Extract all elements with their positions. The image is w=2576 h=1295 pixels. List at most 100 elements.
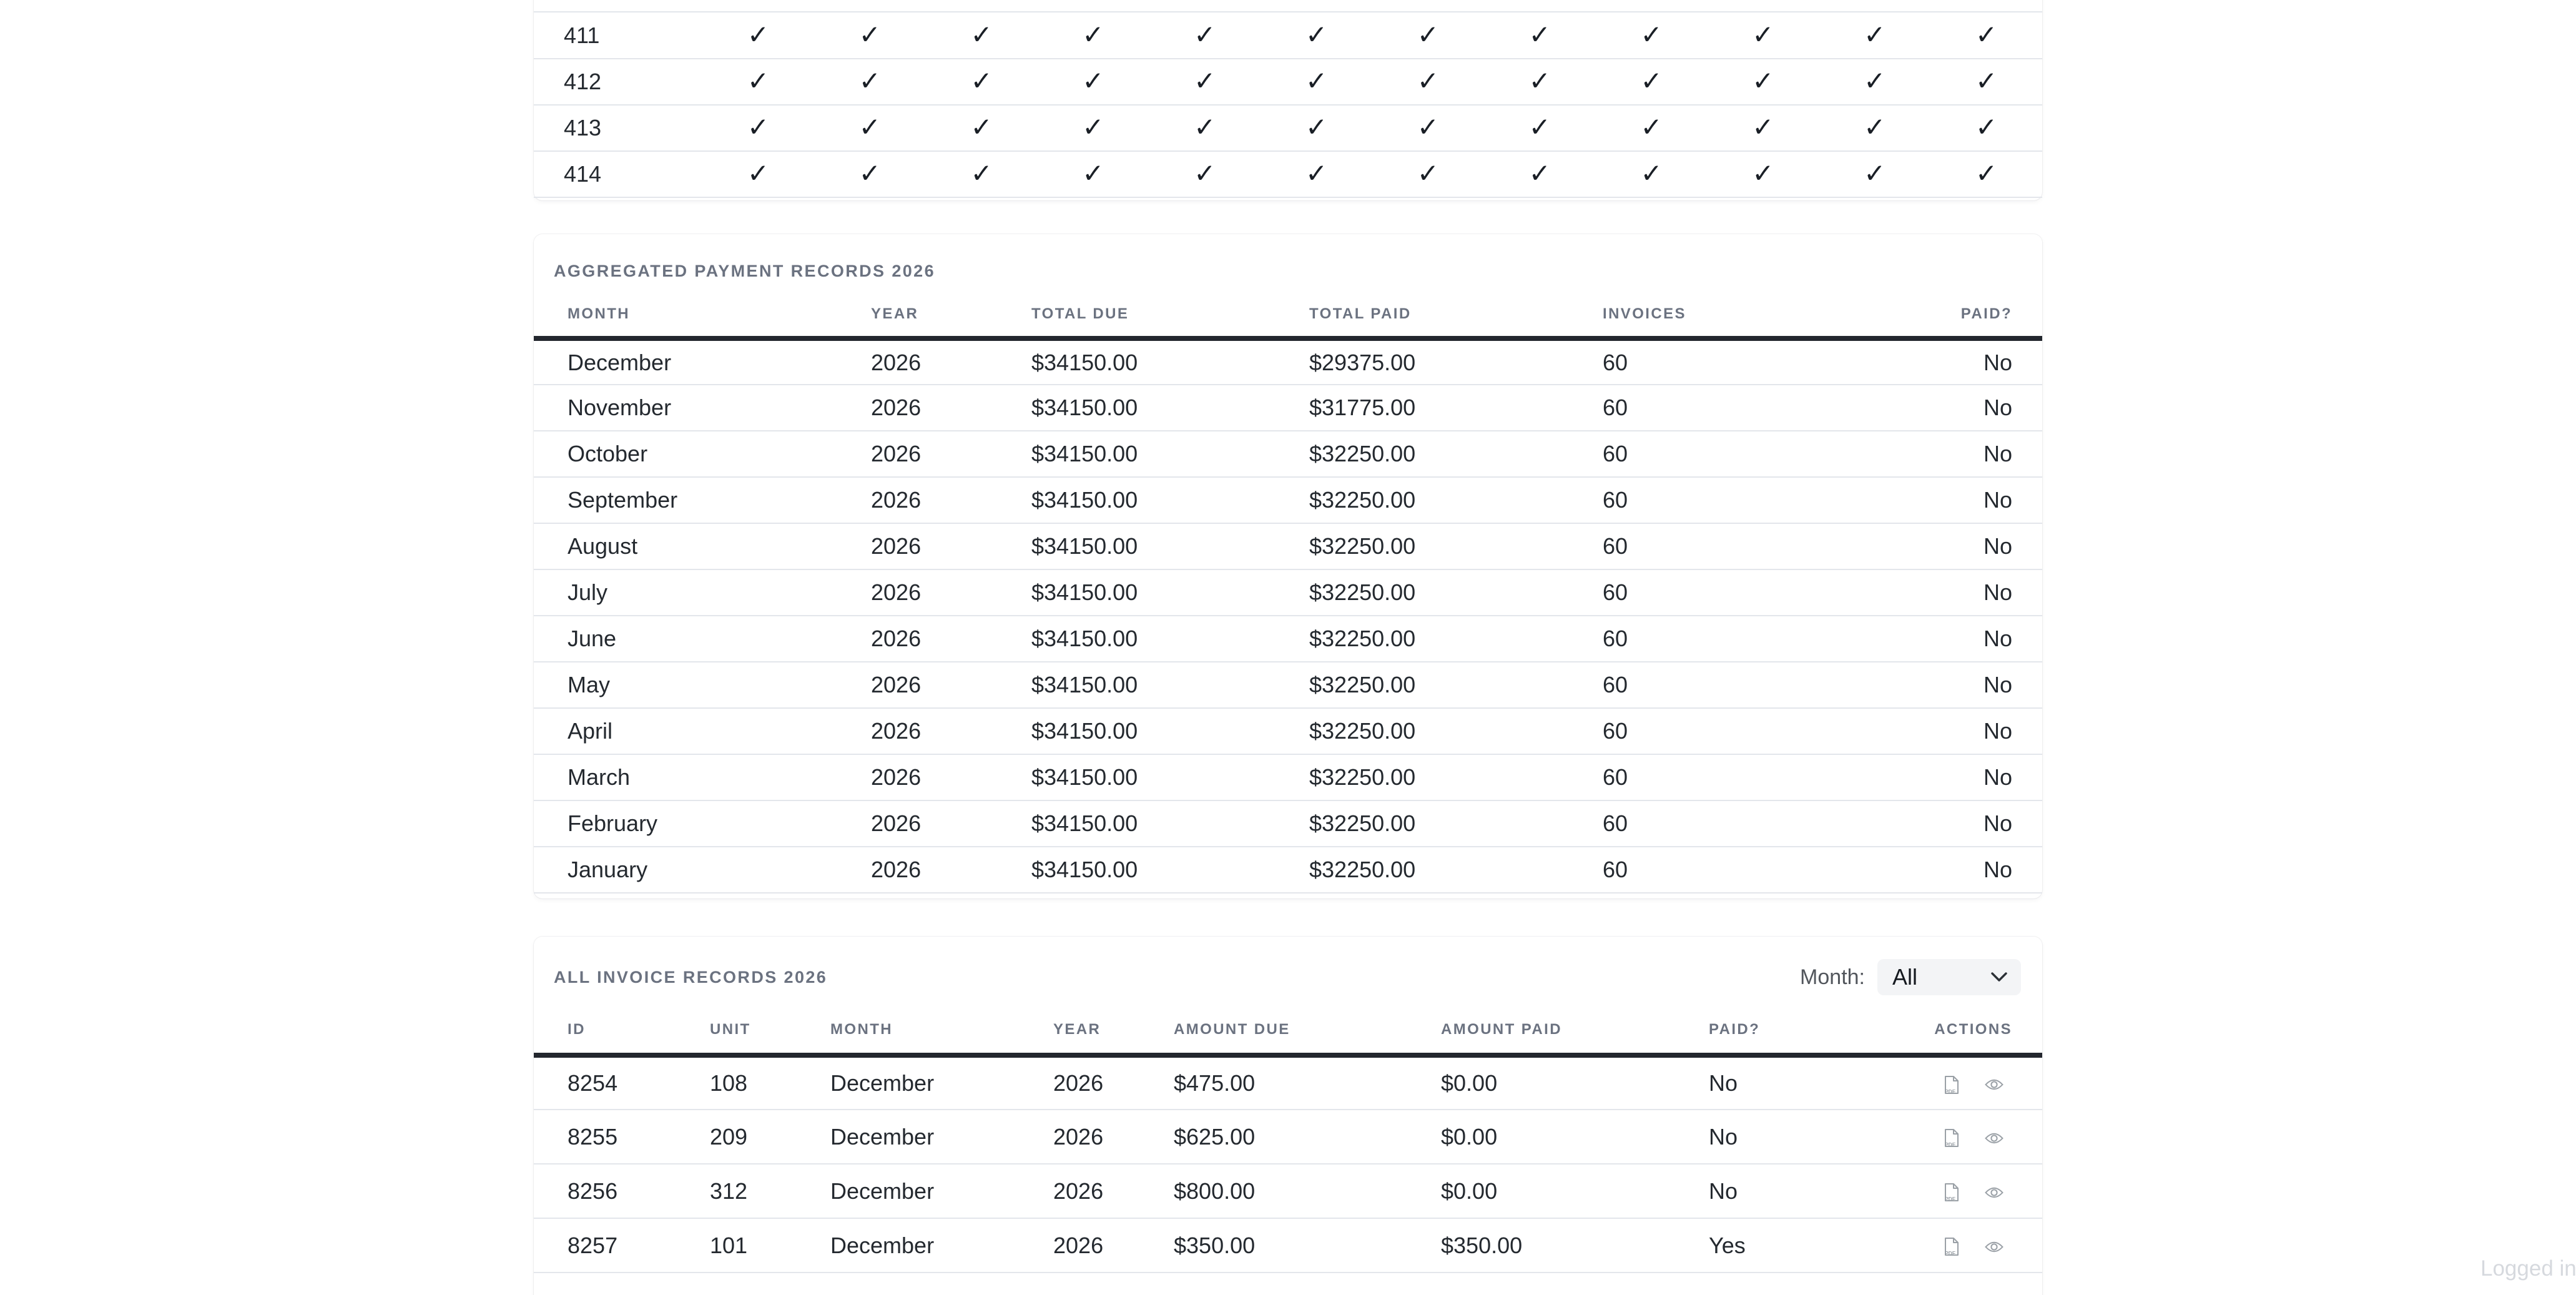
- check-icon: ✓: [1194, 112, 1216, 142]
- check-icon: ✓: [1640, 112, 1663, 142]
- month-cell: July: [534, 569, 871, 616]
- check-icon: ✓: [970, 66, 993, 96]
- view-invoice-button[interactable]: [1985, 1078, 2003, 1091]
- total-due-cell: $34150.00: [1031, 662, 1309, 709]
- pdf-download-button[interactable]: PDF: [1944, 1075, 1960, 1095]
- amount-paid-cell: $0.00: [1441, 1055, 1709, 1110]
- view-invoice-button[interactable]: [1985, 1186, 2003, 1199]
- check-icon: ✓: [1864, 158, 1886, 189]
- unit-cell: 101: [710, 1218, 830, 1273]
- check-cell: ✓: [925, 151, 1038, 198]
- check-cell: ✓: [925, 105, 1038, 152]
- unit-cell: 312: [710, 1164, 830, 1219]
- invoices-cell: 60: [1603, 523, 1790, 570]
- paid-cell: No: [1790, 431, 2042, 478]
- check-icon: ✓: [1082, 19, 1104, 50]
- total-paid-cell: $32250.00: [1309, 569, 1603, 616]
- col-header-month: MONTH: [534, 281, 871, 341]
- check-cell: ✓: [1819, 59, 1931, 106]
- unit-row: 411 ✓ ✓ ✓ ✓ ✓ ✓ ✓ ✓ ✓ ✓ ✓ ✓: [534, 12, 2042, 59]
- col-header-amount-paid: AMOUNT PAID: [1441, 995, 1709, 1058]
- invoice-id-cell: 8257: [534, 1218, 710, 1273]
- pdf-download-button[interactable]: PDF: [1944, 1128, 1960, 1148]
- check-cell: ✓: [1483, 151, 1596, 198]
- check-icon: ✓: [747, 158, 770, 189]
- month-cell: December: [830, 1218, 1053, 1273]
- check-icon: ✓: [1194, 66, 1216, 96]
- units-partial-row: [534, 0, 2042, 12]
- pdf-download-button[interactable]: PDF: [1944, 1237, 1960, 1256]
- total-paid-cell: $32250.00: [1309, 616, 1603, 662]
- invoices-table: ID UNIT MONTH YEAR AMOUNT DUE AMOUNT PAI…: [534, 995, 2042, 1273]
- paid-cell: No: [1790, 569, 2042, 616]
- total-due-cell: $34150.00: [1031, 385, 1309, 431]
- check-cell: ✓: [1037, 151, 1149, 198]
- check-cell: ✓: [814, 59, 926, 106]
- check-cell: ✓: [1819, 105, 1931, 152]
- total-due-cell: $34150.00: [1031, 338, 1309, 385]
- check-icon: ✓: [1975, 158, 1998, 189]
- actions-cell: PDF: [1896, 1055, 2042, 1110]
- check-cell: ✓: [702, 151, 814, 198]
- paid-cell: No: [1790, 708, 2042, 755]
- year-cell: 2026: [1053, 1164, 1174, 1219]
- check-cell: ✓: [1261, 105, 1372, 152]
- invoices-cell: 60: [1603, 431, 1790, 478]
- amount-due-cell: $350.00: [1174, 1218, 1441, 1273]
- check-cell: ✓: [925, 12, 1038, 59]
- total-paid-cell: $32250.00: [1309, 662, 1603, 709]
- year-cell: 2026: [1053, 1218, 1174, 1273]
- amount-due-cell: $800.00: [1174, 1164, 1441, 1219]
- invoices-cell: 60: [1603, 847, 1790, 894]
- year-cell: 2026: [871, 800, 1031, 847]
- check-cell: ✓: [1149, 105, 1261, 152]
- col-header-month: MONTH: [830, 995, 1053, 1058]
- check-cell: ✓: [1372, 12, 1484, 59]
- amount-paid-cell: $0.00: [1441, 1110, 1709, 1165]
- check-cell: ✓: [1707, 105, 1819, 152]
- invoice-id-cell: 8254: [534, 1055, 710, 1110]
- units-checklist-card: 411 ✓ ✓ ✓ ✓ ✓ ✓ ✓ ✓ ✓ ✓ ✓ ✓ 412 ✓ ✓: [534, 0, 2042, 200]
- invoices-cell: 60: [1603, 754, 1790, 801]
- col-header-year: YEAR: [1053, 995, 1174, 1058]
- month-cell: March: [534, 754, 871, 801]
- aggregated-row: August 2026 $34150.00 $32250.00 60 No: [534, 523, 2042, 570]
- invoices-card: ALL INVOICE RECORDS 2026 Month: All: [534, 937, 2042, 1295]
- month-filter-label: Month:: [1800, 965, 1865, 989]
- invoices-cell: 60: [1603, 338, 1790, 385]
- view-invoice-button[interactable]: [1985, 1132, 2003, 1145]
- check-icon: ✓: [858, 158, 881, 189]
- view-invoice-button[interactable]: [1985, 1241, 2003, 1253]
- paid-cell: No: [1790, 847, 2042, 894]
- month-cell: October: [534, 431, 871, 478]
- col-header-id: ID: [534, 995, 710, 1058]
- year-cell: 2026: [871, 708, 1031, 755]
- check-cell: ✓: [1707, 151, 1819, 198]
- col-header-total-due: TOTAL DUE: [1031, 281, 1309, 341]
- pdf-file-icon: PDF: [1944, 1183, 1959, 1202]
- aggregated-row: May 2026 $34150.00 $32250.00 60 No: [534, 662, 2042, 709]
- invoices-header-bar: ALL INVOICE RECORDS 2026 Month: All: [534, 959, 2042, 995]
- actions-cell: PDF: [1896, 1164, 2042, 1219]
- check-icon: ✓: [747, 19, 770, 50]
- invoice-row: 8256 312 December 2026 $800.00 $0.00 No …: [534, 1164, 2042, 1219]
- month-cell: August: [534, 523, 871, 570]
- paid-cell: No: [1790, 523, 2042, 570]
- svg-text:PDF: PDF: [1945, 1250, 1955, 1256]
- aggregated-payments-card: AGGREGATED PAYMENT RECORDS 2026 MONTH YE…: [534, 234, 2042, 899]
- month-select[interactable]: All: [1877, 959, 2021, 995]
- chevron-down-icon: [1991, 972, 2007, 982]
- total-due-cell: $34150.00: [1031, 800, 1309, 847]
- month-cell: December: [830, 1164, 1053, 1219]
- actions-cell: PDF: [1896, 1218, 2042, 1273]
- check-cell: ✓: [1930, 151, 2042, 198]
- pdf-download-button[interactable]: PDF: [1944, 1183, 1960, 1202]
- month-cell: April: [534, 708, 871, 755]
- unit-row: 413 ✓ ✓ ✓ ✓ ✓ ✓ ✓ ✓ ✓ ✓ ✓ ✓: [534, 105, 2042, 152]
- unit-row: 412 ✓ ✓ ✓ ✓ ✓ ✓ ✓ ✓ ✓ ✓ ✓ ✓: [534, 59, 2042, 106]
- year-cell: 2026: [871, 385, 1031, 431]
- unit-cell: 108: [710, 1055, 830, 1110]
- svg-text:PDF: PDF: [1945, 1141, 1955, 1148]
- month-cell: November: [534, 385, 871, 431]
- check-cell: ✓: [814, 105, 926, 152]
